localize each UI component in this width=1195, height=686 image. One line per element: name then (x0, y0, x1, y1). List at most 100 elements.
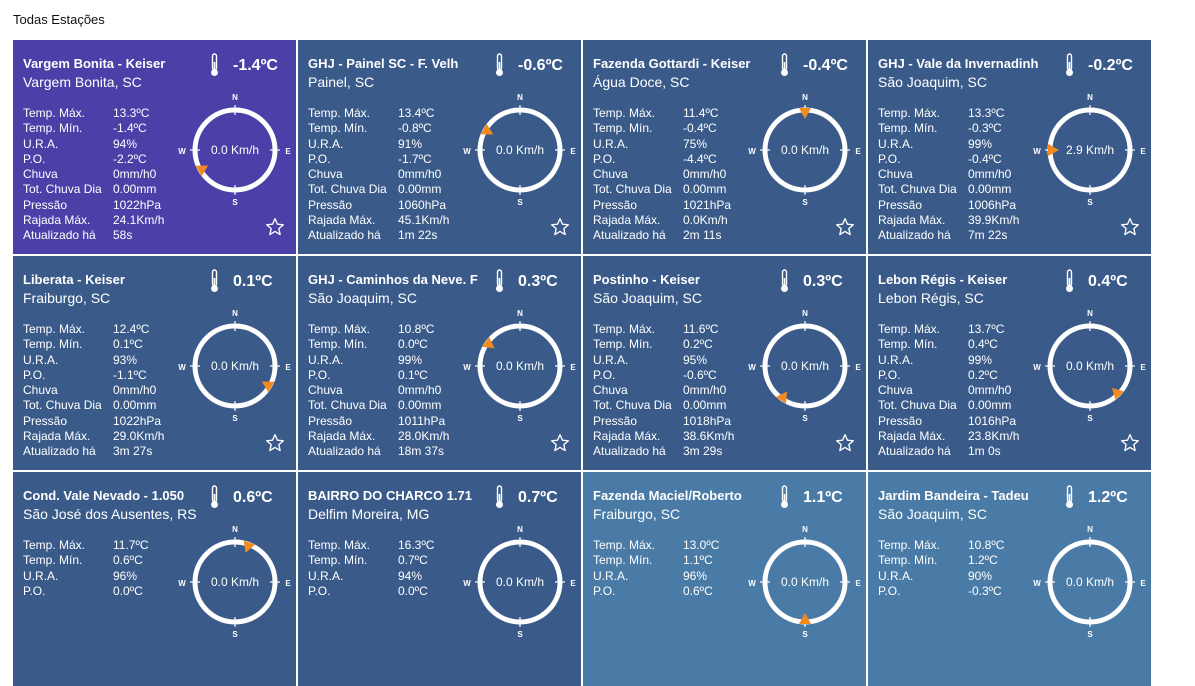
compass-label-n: N (232, 93, 238, 102)
favorite-star-icon[interactable] (265, 433, 285, 453)
thermometer-icon (781, 53, 788, 76)
stat-row-po: P.O. -1.7ºC (308, 152, 449, 167)
compass-label-s: S (1087, 414, 1093, 423)
station-grid: Vargem Bonita - Keiser Vargem Bonita, SC -… (13, 40, 1151, 686)
stat-row-temp-max: Temp. Máx. 11.6ºC (593, 322, 734, 337)
stat-value: 0.4ºC (968, 337, 998, 352)
station-card[interactable]: BAIRRO DO CHARCO 1.71 Delfim Moreira, MG 0… (298, 472, 581, 686)
stat-row-atualizado: Atualizado há 58s (23, 228, 164, 243)
station-name[interactable]: Liberata - Keiser (23, 272, 125, 287)
stat-row-ura: U.R.A. 99% (878, 353, 1019, 368)
station-card[interactable]: GHJ - Vale da Invernadinh São Joaquim, SC… (868, 40, 1151, 254)
favorite-star-icon[interactable] (1120, 433, 1140, 453)
stat-value: 0mm/h0 (398, 167, 442, 182)
stat-label: Atualizado há (308, 444, 381, 459)
compass-label-w: W (463, 363, 471, 372)
favorite-star-icon[interactable] (265, 217, 285, 237)
stat-label: Pressão (593, 197, 638, 212)
compass-label-e: E (855, 363, 861, 372)
station-card[interactable]: Liberata - Keiser Fraiburgo, SC 0.1ºC Temp.… (13, 256, 296, 470)
favorite-star-icon[interactable] (550, 217, 570, 237)
station-card[interactable]: Lebon Régis - Keiser Lebon Régis, SC 0.4ºC… (868, 256, 1151, 470)
station-name[interactable]: Postinho - Keiser (593, 272, 700, 287)
station-stats: Temp. Máx. 11.6ºC Temp. Mín. 0.2ºC U.R.A. 95%… (593, 322, 734, 460)
station-name[interactable]: Cond. Vale Nevado - 1.050 (23, 488, 185, 503)
wind-compass: N S E W 0.0 Km/h (1033, 309, 1146, 423)
stat-label: P.O. (593, 367, 616, 382)
stat-value: 29.0Km/h (113, 429, 165, 444)
stat-row-chuva: Chuva 0mm/h0 (23, 167, 164, 182)
station-card[interactable]: Fazenda Gottardi - Keiser Água Doce, SC -0… (583, 40, 866, 254)
stat-label: Temp. Máx. (593, 538, 656, 552)
stat-value: 96% (683, 568, 708, 583)
station-name[interactable]: Fazenda Maciel/Roberto (593, 488, 742, 503)
wind-speed: 0.0 Km/h (496, 575, 544, 589)
stat-label: Tot. Chuva Dia (308, 182, 387, 197)
wind-compass: N S E W 0.0 Km/h (748, 93, 861, 207)
station-location: Painel, SC (308, 74, 375, 90)
station-name[interactable]: Vargem Bonita - Keiser (23, 56, 166, 71)
stat-label: Temp. Mín. (593, 337, 653, 352)
wind-compass: N S E W 0.0 Km/h (1033, 525, 1146, 639)
compass-label-w: W (748, 363, 756, 372)
station-name[interactable]: GHJ - Painel SC - F. Velh (308, 56, 459, 71)
favorite-star-icon[interactable] (835, 217, 855, 237)
station-location: São Joaquim, SC (593, 290, 702, 306)
station-location: Delfim Moreira, MG (308, 506, 430, 522)
favorite-star-icon[interactable] (550, 433, 570, 453)
stat-value: 10.8ºC (398, 322, 435, 336)
stat-row-atualizado: Atualizado há 1m 0s (878, 444, 1019, 459)
stat-value: 24.1Km/h (113, 213, 165, 228)
station-card[interactable]: Fazenda Maciel/Roberto Fraiburgo, SC 1.1ºC… (583, 472, 866, 686)
wind-speed: 2.9 Km/h (1066, 143, 1114, 157)
station-card[interactable]: GHJ - Caminhos da Neve. F São Joaquim, SC… (298, 256, 581, 470)
stat-label: P.O. (308, 151, 331, 166)
stat-label: Temp. Mín. (23, 121, 83, 136)
stat-label: Atualizado há (878, 228, 951, 243)
stat-value: 0.0ºC (398, 337, 428, 352)
stat-value: 0.00mm (113, 398, 157, 413)
stat-row-temp-min: Temp. Mín. 1.1ºC (593, 553, 719, 568)
stat-row-temp-min: Temp. Mín. 0.4ºC (878, 337, 1019, 352)
station-name[interactable]: BAIRRO DO CHARCO 1.71 (308, 488, 472, 503)
stat-row-ura: U.R.A. 99% (308, 353, 449, 368)
favorite-star-icon[interactable] (1120, 217, 1140, 237)
current-temperature: 0.1ºC (233, 273, 273, 290)
stat-label: Temp. Máx. (308, 106, 371, 120)
compass-label-n: N (517, 93, 523, 102)
thermometer-icon (496, 485, 503, 508)
station-card[interactable]: Vargem Bonita - Keiser Vargem Bonita, SC -… (13, 40, 296, 254)
stat-row-atualizado: Atualizado há 3m 27s (23, 444, 164, 459)
stat-label: Temp. Mín. (308, 121, 368, 136)
favorite-star-icon[interactable] (835, 433, 855, 453)
stat-value: 58s (113, 228, 133, 243)
stat-value: 0.00mm (683, 398, 727, 413)
stat-row-pressao: Pressão 1021hPa (593, 198, 731, 213)
current-temperature: 0.3ºC (803, 273, 843, 290)
station-name[interactable]: GHJ - Vale da Invernadinh (878, 56, 1039, 71)
station-stats: Temp. Máx. 13.7ºC Temp. Mín. 0.4ºC U.R.A. 99%… (878, 322, 1019, 460)
station-name[interactable]: Lebon Régis - Keiser (878, 272, 1008, 287)
stat-value: 0.1ºC (398, 367, 428, 382)
wind-speed: 0.0 Km/h (211, 575, 259, 589)
station-card[interactable]: Postinho - Keiser São Joaquim, SC 0.3ºC Tem… (583, 256, 866, 470)
stat-row-pressao: Pressão 1011hPa (308, 414, 449, 429)
wind-compass: N S E W 0.0 Km/h (178, 309, 291, 423)
stat-label: Temp. Máx. (593, 106, 656, 120)
stat-value: 1021hPa (683, 197, 732, 212)
stat-value: 0.2ºC (968, 367, 998, 382)
stat-label: Chuva (23, 383, 58, 398)
station-stats: Temp. Máx. 12.4ºC Temp. Mín. 0.1ºC U.R.A. 93%… (23, 322, 164, 460)
stat-value: 13.0ºC (683, 538, 720, 552)
station-card[interactable]: Jardim Bandeira - Tadeu São Joaquim, SC 1.… (868, 472, 1151, 686)
station-name[interactable]: Fazenda Gottardi - Keiser (593, 56, 751, 71)
station-name[interactable]: GHJ - Caminhos da Neve. F (308, 272, 478, 287)
compass-label-s: S (517, 414, 523, 423)
station-stats: Temp. Máx. 13.3ºC Temp. Mín. -0.3ºC U.R.A. 99… (878, 106, 1019, 244)
stat-value: 0mm/h0 (113, 167, 157, 182)
station-card[interactable]: GHJ - Painel SC - F. Velh Painel, SC -0.6º… (298, 40, 581, 254)
stat-label: U.R.A. (878, 352, 914, 367)
station-name[interactable]: Jardim Bandeira - Tadeu (878, 488, 1029, 503)
stat-row-chuva: Chuva 0mm/h0 (23, 383, 164, 398)
station-card[interactable]: Cond. Vale Nevado - 1.050 São José dos Au… (13, 472, 296, 686)
